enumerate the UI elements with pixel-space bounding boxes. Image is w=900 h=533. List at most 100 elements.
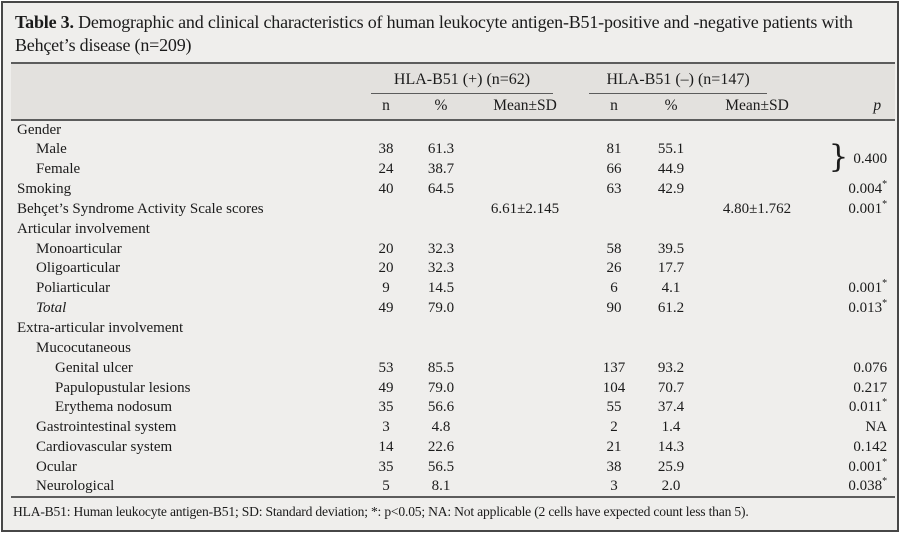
value-cell: 55.1 — [657, 141, 685, 158]
value-cell — [699, 140, 815, 160]
value-cell — [699, 219, 815, 239]
value-cell — [699, 338, 815, 358]
p-value-cell: NA — [815, 418, 895, 438]
value-cell — [585, 200, 643, 220]
value-cell — [465, 299, 585, 319]
p-value-text: 0.001* — [848, 198, 888, 217]
empty-header-cell — [11, 94, 355, 121]
row-label: Gastrointestinal system — [36, 419, 177, 436]
group-negative-label: HLA-B51 (–) (n=147) — [589, 66, 768, 94]
group-header-negative: HLA-B51 (–) (n=147) — [585, 62, 816, 94]
value-cell: 58 — [606, 240, 622, 257]
p-value-cell: 0.004* — [815, 180, 895, 200]
row-label: Female — [36, 161, 81, 178]
p-value-cell — [815, 120, 895, 140]
value-cell — [643, 200, 699, 220]
significance-asterisk: * — [882, 179, 888, 191]
value-cell: 44.9 — [657, 161, 685, 178]
value-cell: 137 — [602, 359, 626, 376]
value-cell: 8.1 — [417, 477, 465, 499]
brace-glyph: } — [828, 139, 849, 176]
value-cell: 37.4 — [657, 399, 685, 416]
value-cell — [465, 438, 585, 458]
row-label: Mucocutaneous — [36, 339, 131, 356]
value-cell — [417, 338, 465, 358]
value-cell — [417, 120, 465, 140]
value-cell — [355, 319, 417, 339]
value-cell: 66 — [606, 161, 622, 178]
value-cell — [355, 120, 417, 140]
value-cell — [465, 120, 585, 140]
value-cell — [699, 120, 815, 140]
value-cell: 22.6 — [427, 439, 455, 456]
value-cell — [465, 378, 585, 398]
table-body: Gender Male 38 61.3 81 55.1} 0.400 Female 24 38.7… — [11, 120, 896, 499]
p-value-cell: 0.001* — [815, 198, 895, 220]
data-table: HLA-B51 (+) (n=62) HLA-B51 (–) (n=147) n… — [11, 62, 896, 499]
p-value-text: NA — [865, 419, 888, 436]
value-cell: 35 — [378, 399, 394, 416]
p-value-text: 0.038* — [848, 476, 888, 495]
value-cell: 14 — [378, 439, 394, 456]
value-cell — [699, 418, 815, 438]
value-cell — [699, 239, 815, 259]
value-cell — [699, 378, 815, 398]
value-cell: 2 — [610, 419, 618, 436]
row-label: Monoarticular — [36, 240, 122, 257]
value-cell: 21 — [606, 439, 622, 456]
value-cell — [465, 279, 585, 299]
value-cell: 6 — [610, 280, 618, 297]
value-cell — [465, 477, 586, 499]
value-cell: 42.9 — [657, 181, 685, 198]
table-row: Poliarticular 9 14.5 6 4.1 0.001* — [11, 279, 895, 299]
subheader-mean2: Mean±SD — [699, 94, 816, 121]
value-cell: 32.3 — [427, 260, 455, 277]
p-value-text: 0.004* — [848, 179, 888, 198]
row-label: Papulopustular lesions — [55, 379, 191, 396]
table-row: Gender — [11, 120, 895, 140]
p-value-text: 0.001* — [848, 278, 888, 297]
value-cell — [465, 140, 585, 160]
row-label: Erythema nodosum — [55, 399, 173, 416]
p-value-cell: 0.076 — [815, 358, 895, 378]
value-cell: 63 — [606, 181, 622, 198]
value-cell: 49 — [378, 300, 394, 317]
row-label: Extra-articular involvement — [17, 320, 184, 337]
value-cell — [465, 398, 585, 418]
table-row: Cardiovascular system 14 22.6 21 14.3 0.142 — [11, 438, 895, 458]
value-cell — [699, 180, 815, 200]
table-caption: Demographic and clinical characteristics… — [15, 12, 853, 55]
p-value-text: 0.142 — [853, 439, 888, 456]
value-cell — [699, 259, 815, 279]
value-cell: 55 — [606, 399, 622, 416]
value-cell: 25.9 — [657, 458, 685, 475]
value-cell: 70.7 — [657, 379, 685, 396]
value-cell — [355, 338, 417, 358]
p-value-cell — [815, 219, 895, 239]
p-value-cell: 0.001* — [815, 456, 895, 478]
value-cell — [465, 259, 585, 279]
value-cell: 64.5 — [427, 181, 455, 198]
significance-asterisk: * — [882, 397, 888, 409]
value-cell — [465, 319, 585, 339]
value-cell: 79.0 — [427, 379, 455, 396]
significance-asterisk: * — [882, 198, 888, 210]
value-cell — [355, 219, 417, 239]
row-label: Total — [36, 300, 67, 317]
value-cell: 1.4 — [661, 419, 681, 436]
value-cell — [699, 477, 816, 499]
table-row: Ocular 35 56.5 38 25.9 0.001* — [11, 456, 895, 478]
value-cell — [585, 338, 643, 358]
empty-header-cell — [815, 62, 896, 94]
p-value-text: 0.076 — [853, 359, 888, 376]
group-header-row: HLA-B51 (+) (n=62) HLA-B51 (–) (n=147) — [11, 62, 896, 94]
p-value-cell: 0.217 — [815, 378, 895, 398]
value-cell: 39.5 — [657, 240, 685, 257]
value-cell: 20 — [378, 240, 394, 257]
row-label: Genital ulcer — [55, 359, 133, 376]
value-cell: 93.2 — [657, 359, 685, 376]
value-cell — [417, 200, 465, 220]
p-value-cell: 0.011* — [815, 398, 895, 418]
subheader-pct1: % — [417, 94, 465, 121]
significance-asterisk: * — [882, 456, 888, 468]
